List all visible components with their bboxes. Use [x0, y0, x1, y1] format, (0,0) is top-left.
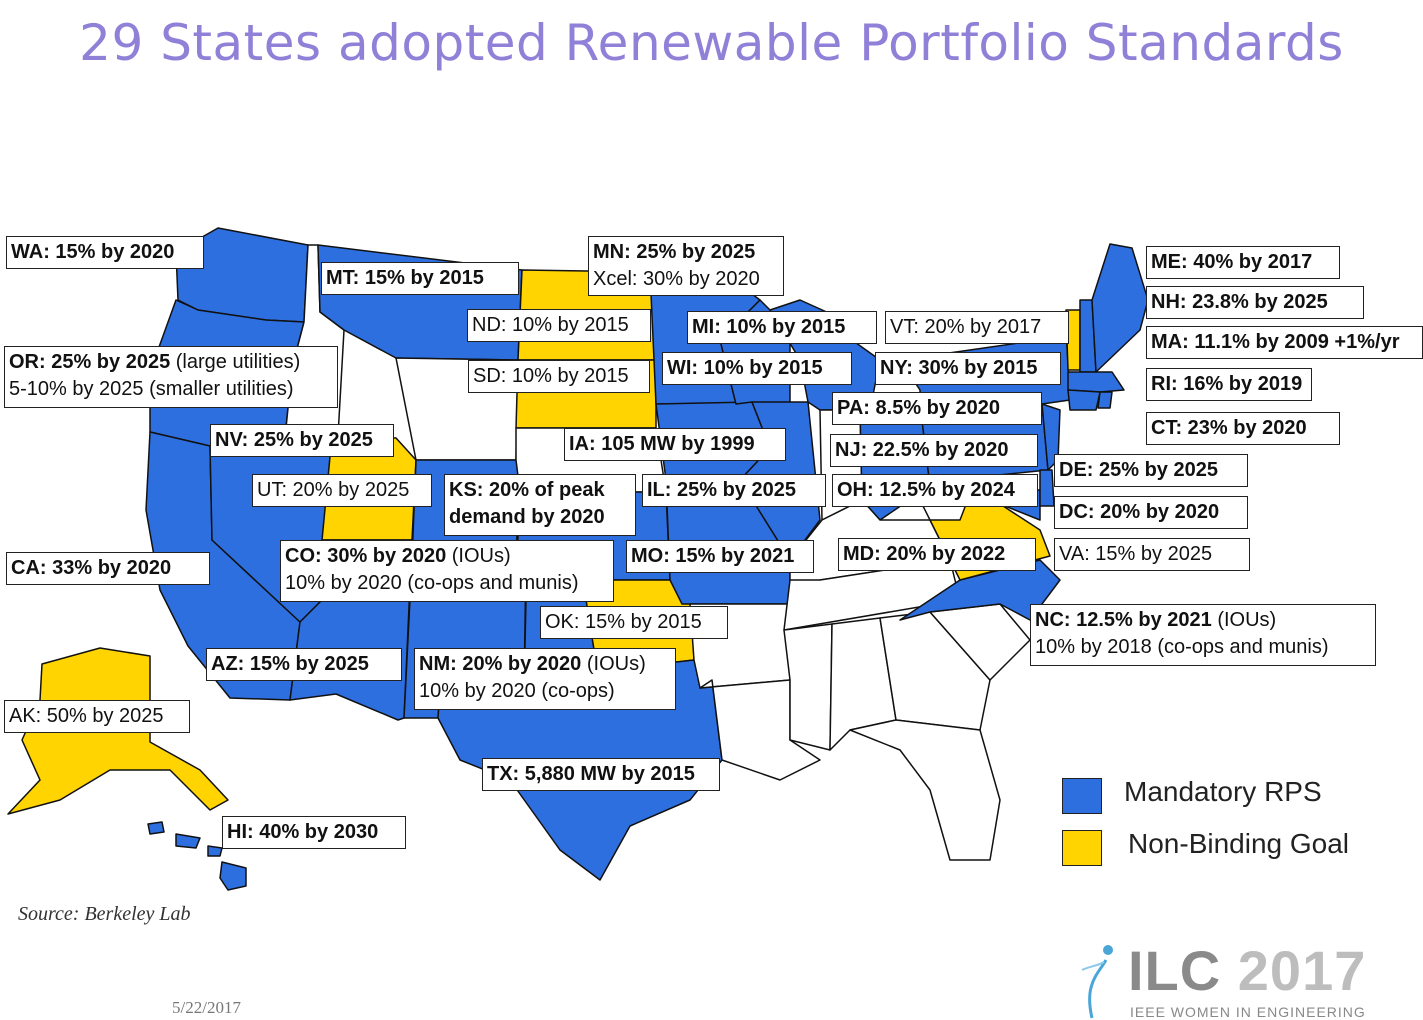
slide-date: 5/22/2017: [172, 998, 241, 1017]
label-IA: IA: 105 MW by 1999: [564, 428, 786, 461]
state-HI-3: [207, 845, 223, 857]
state-FL: [849, 719, 1001, 861]
label-NJ: NJ: 22.5% by 2020: [830, 434, 1038, 467]
label-OR: OR: 25% by 2025 (large utilities) 5-10% b…: [4, 346, 338, 408]
label-ME: ME: 40% by 2017: [1146, 246, 1340, 279]
label-ND: ND: 10% by 2015: [467, 309, 651, 342]
label-MI: MI: 10% by 2015: [687, 311, 877, 344]
state-MS: [783, 623, 833, 751]
label-VT: VT: 20% by 2017: [885, 311, 1069, 344]
label-UT: UT: 20% by 2025: [252, 474, 432, 507]
label-NM: NM: 20% by 2020 (IOUs) 10% by 2020 (co-op…: [414, 648, 676, 710]
label-OK: OK: 15% by 2015: [540, 606, 728, 639]
label-MD: MD: 20% by 2022: [838, 538, 1036, 571]
label-TX: TX: 5,880 MW by 2015: [482, 758, 720, 791]
slide-title: 29 States adopted Renewable Portfolio St…: [79, 14, 1344, 72]
label-RI: RI: 16% by 2019: [1146, 368, 1312, 401]
legend-goal-swatch: [1062, 830, 1102, 866]
label-AZ: AZ: 15% by 2025: [206, 648, 402, 681]
label-WI: WI: 10% by 2015: [662, 352, 852, 385]
label-SD: SD: 10% by 2015: [468, 360, 650, 393]
state-MA: [1067, 371, 1125, 393]
label-IL: IL: 25% by 2025: [642, 474, 826, 507]
state-RI: [1097, 391, 1113, 409]
state-HI-4: [219, 861, 247, 891]
state-ME: [1091, 243, 1149, 373]
state-TN: [783, 559, 961, 631]
legend-mandatory-label: Mandatory RPS: [1124, 776, 1322, 807]
label-NY: NY: 30% by 2015: [875, 352, 1061, 385]
label-MT: MT: 15% by 2015: [321, 262, 519, 295]
state-CT: [1067, 389, 1101, 411]
ilc-logo-subtitle: IEEE WOMEN IN ENGINEERING: [1130, 1004, 1366, 1020]
label-VA: VA: 15% by 2025: [1054, 538, 1250, 571]
label-NH: NH: 23.8% by 2025: [1146, 286, 1364, 319]
legend-mandatory-swatch: [1062, 778, 1102, 814]
label-PA: PA: 8.5% by 2020: [832, 392, 1042, 425]
source-note: Source: Berkeley Lab: [18, 903, 191, 925]
label-WA: WA: 15% by 2020: [6, 236, 204, 269]
label-DE: DE: 25% by 2025: [1054, 454, 1248, 487]
label-CT: CT: 23% by 2020: [1146, 412, 1340, 445]
state-HI-2: [175, 833, 201, 849]
label-NC: NC: 12.5% by 2021 (IOUs) 10% by 2018 (co-…: [1030, 604, 1376, 666]
legend-goal-label: Non-Binding Goal: [1128, 828, 1350, 859]
label-HI: HI: 40% by 2030: [222, 816, 406, 849]
label-CA: CA: 33% by 2020: [6, 552, 210, 585]
label-MN: MN: 25% by 2025 Xcel: 30% by 2020: [588, 236, 784, 296]
label-MA: MA: 11.1% by 2009 +1%/yr: [1146, 326, 1423, 359]
label-CO: CO: 30% by 2020 (IOUs) 10% by 2020 (co-op…: [280, 540, 614, 602]
state-HI-1: [147, 821, 165, 835]
label-DC: DC: 20% by 2020: [1054, 496, 1248, 529]
label-OH: OH: 12.5% by 2024: [832, 474, 1038, 507]
label-AK: AK: 50% by 2025: [4, 700, 190, 733]
ilc-logo-swoosh-icon: [1081, 945, 1113, 1019]
label-NV: NV: 25% by 2025: [210, 424, 394, 457]
ilc-logo: ILC 2017: [1128, 939, 1367, 1002]
label-MO: MO: 15% by 2021: [626, 540, 814, 573]
label-KS: KS: 20% of peak demand by 2020: [444, 474, 636, 536]
state-DE: [1039, 469, 1055, 507]
